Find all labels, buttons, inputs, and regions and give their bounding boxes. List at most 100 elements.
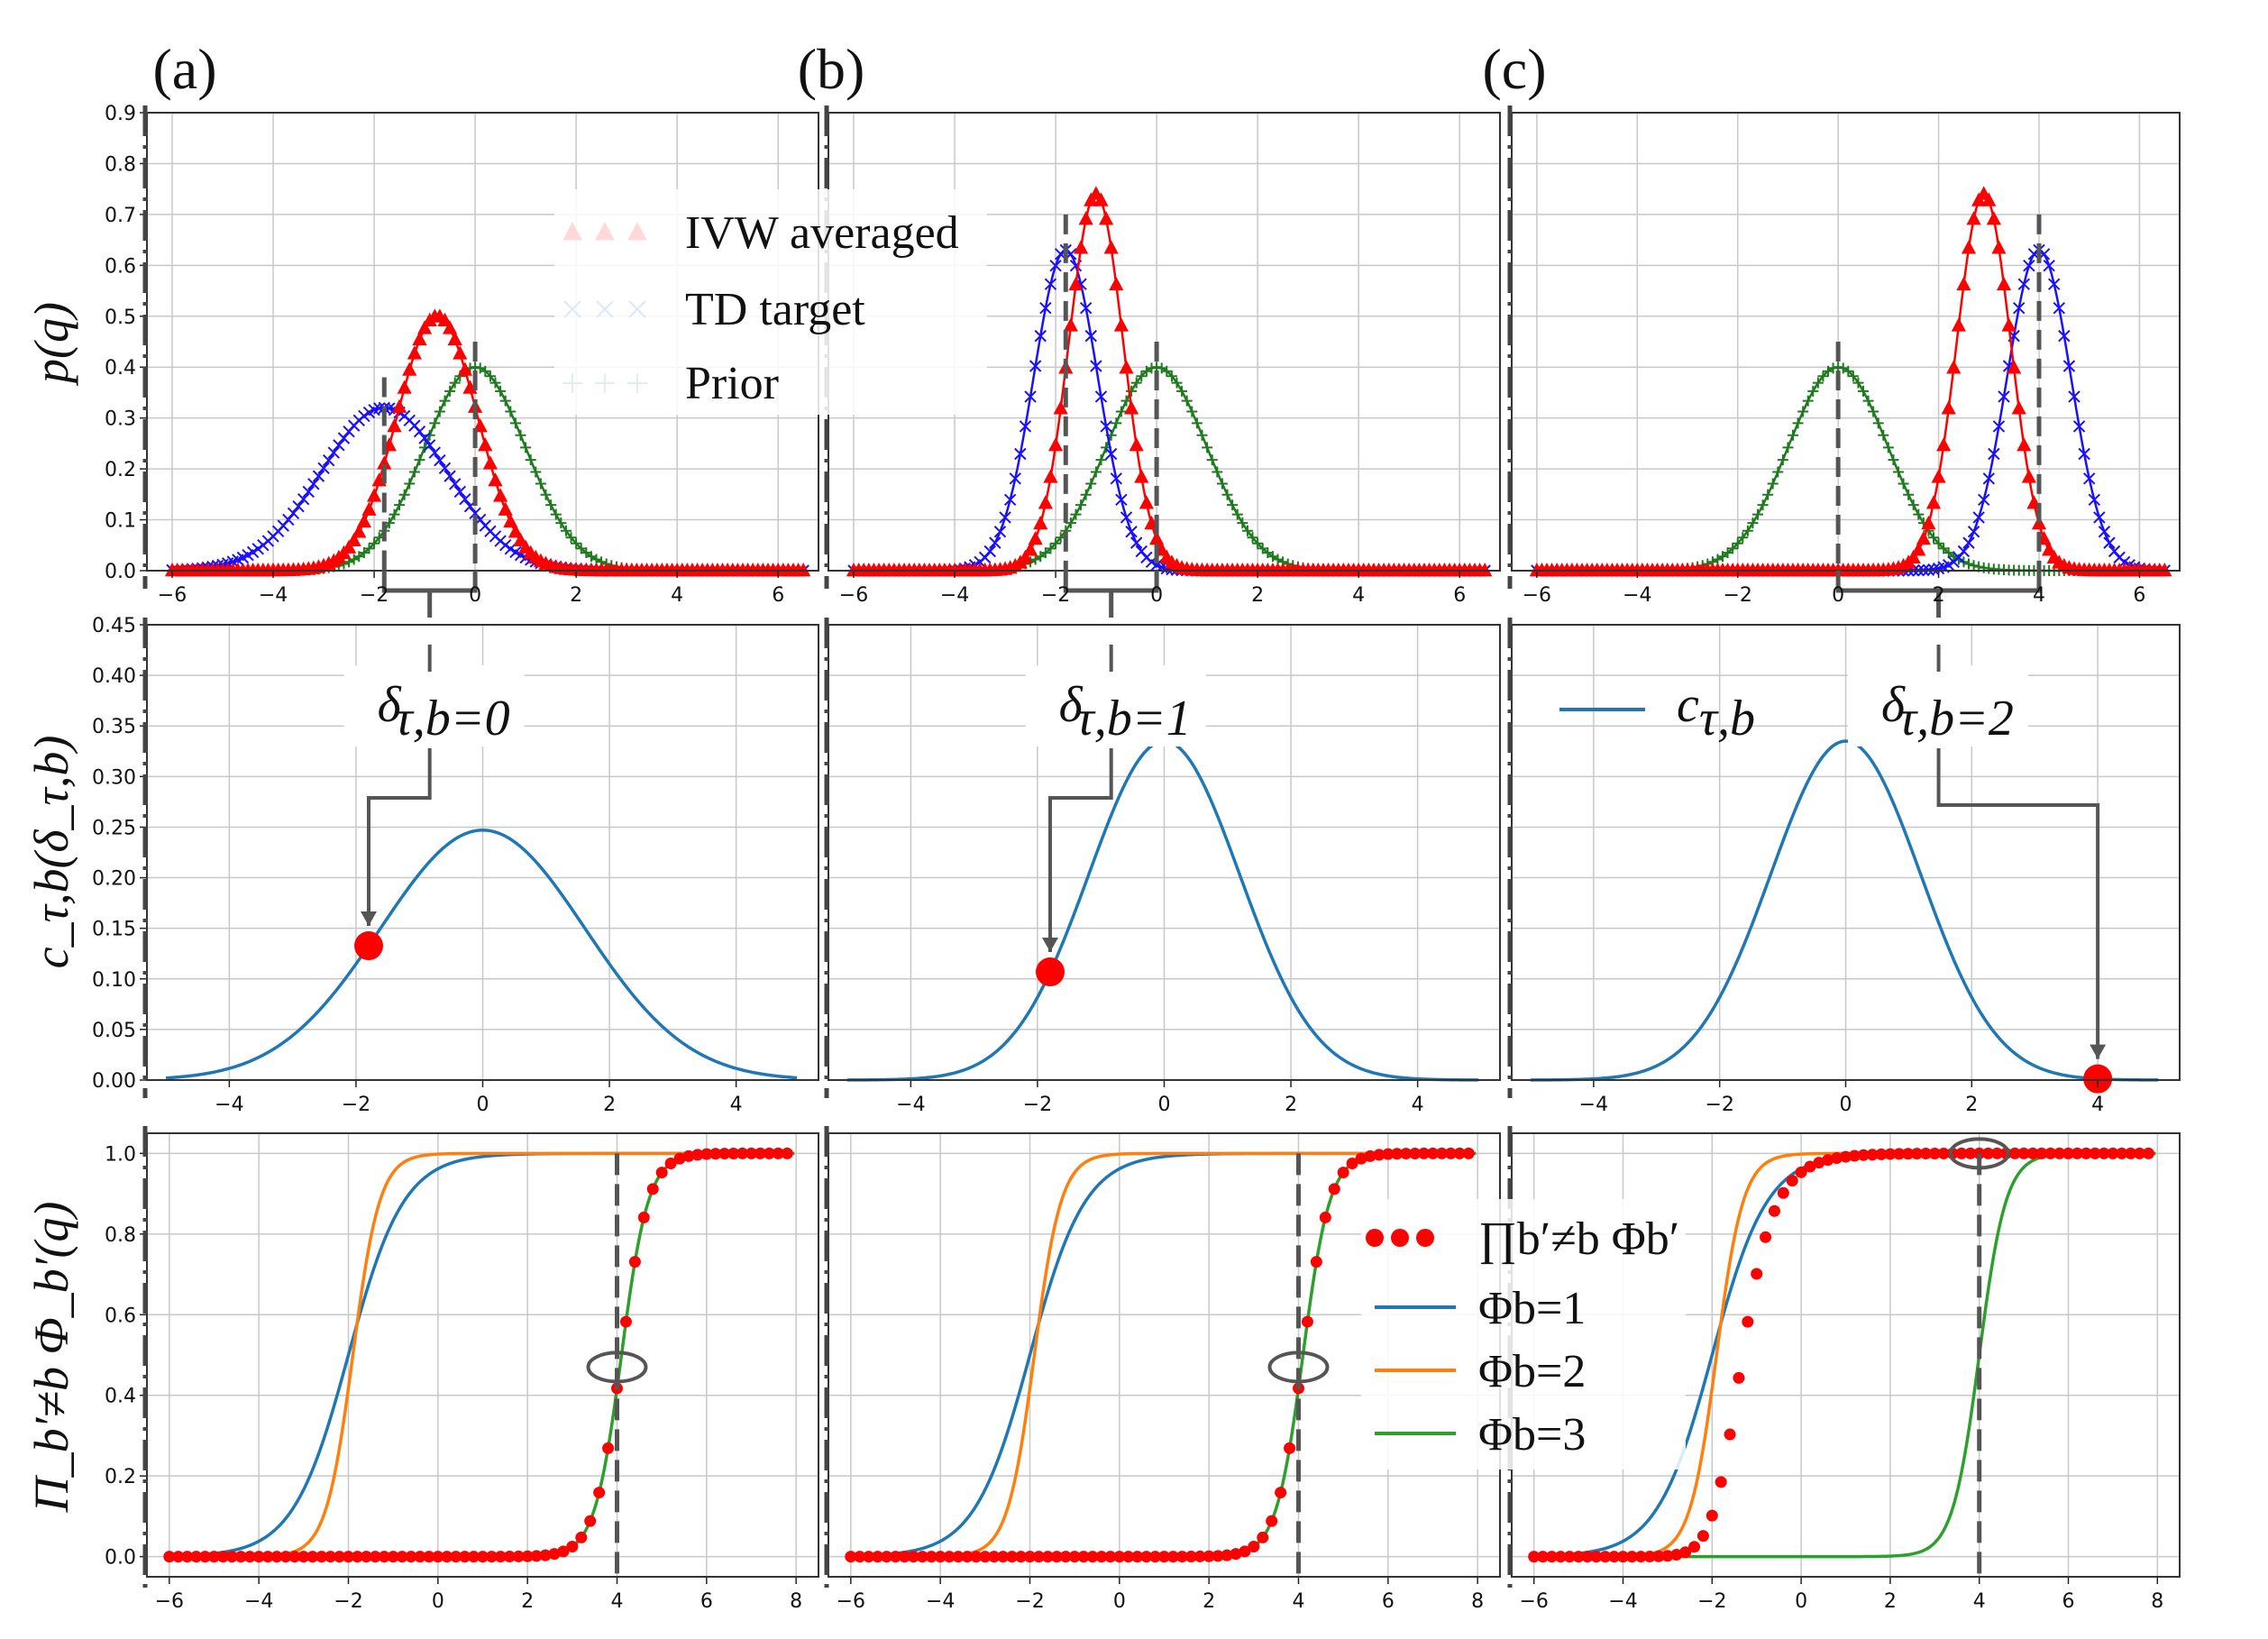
product-marker bbox=[1670, 1548, 1683, 1561]
triangle-marker bbox=[1966, 211, 1981, 225]
product-marker bbox=[2142, 1147, 2154, 1159]
x-tick-label: −4 bbox=[244, 1590, 273, 1613]
arrow-head bbox=[360, 911, 377, 927]
product-marker bbox=[872, 1551, 884, 1563]
y-tick-label: 0.1 bbox=[105, 510, 136, 533]
product-marker bbox=[225, 1551, 238, 1563]
axes-frame bbox=[146, 1132, 819, 1578]
x-marker bbox=[2017, 278, 2030, 290]
triangle-marker bbox=[1991, 240, 2007, 254]
x-tick-label: 4 bbox=[2033, 584, 2045, 607]
product-marker bbox=[477, 1551, 489, 1563]
product-marker bbox=[934, 1551, 947, 1563]
plus-marker bbox=[1893, 466, 1904, 478]
product-marker bbox=[602, 1442, 615, 1454]
x-marker bbox=[448, 478, 462, 490]
x-tick-label: 4 bbox=[730, 1094, 743, 1116]
panel-label: (b) bbox=[798, 37, 865, 101]
product-marker bbox=[1122, 1551, 1135, 1563]
triangle-marker bbox=[1477, 563, 1493, 577]
triangle-marker bbox=[2157, 563, 2172, 577]
product-marker bbox=[1590, 1551, 1603, 1563]
product-marker bbox=[736, 1147, 749, 1159]
x-tick-label: −2 bbox=[360, 584, 389, 607]
product-marker bbox=[1212, 1550, 1224, 1562]
product-marker bbox=[1608, 1551, 1621, 1563]
product-marker bbox=[1661, 1550, 1674, 1562]
ivw-averaged-curve bbox=[1536, 192, 2165, 572]
x-marker bbox=[282, 513, 295, 526]
product-marker bbox=[279, 1551, 292, 1563]
product-marker bbox=[243, 1551, 256, 1563]
product-marker bbox=[1310, 1256, 1322, 1268]
x-tick-label: 4 bbox=[671, 584, 683, 607]
triangle-marker bbox=[1961, 240, 1977, 254]
triangle-marker bbox=[1134, 469, 1149, 483]
plus-marker bbox=[424, 429, 435, 441]
x-marker bbox=[2083, 472, 2096, 485]
plus-marker bbox=[571, 537, 582, 549]
triangle-marker bbox=[488, 472, 503, 487]
y-tick-label: 0.9 bbox=[105, 103, 136, 125]
plus-marker bbox=[1732, 537, 1743, 549]
delta-label-bg bbox=[1848, 665, 2028, 746]
x-marker bbox=[333, 439, 345, 452]
product-marker bbox=[637, 1211, 650, 1223]
plus-marker bbox=[1772, 466, 1784, 478]
x-marker bbox=[2093, 511, 2106, 524]
product-marker bbox=[646, 1183, 659, 1195]
delta-arrow bbox=[366, 645, 432, 927]
product-marker bbox=[2134, 1147, 2146, 1159]
product-marker bbox=[1706, 1509, 1718, 1522]
product-marker bbox=[1104, 1551, 1117, 1563]
plus-marker bbox=[1111, 417, 1122, 429]
legend-label: c bbox=[1677, 677, 1699, 733]
product-marker bbox=[916, 1551, 928, 1563]
triangle-marker bbox=[346, 532, 361, 547]
plus-marker bbox=[1767, 478, 1779, 490]
plus-marker bbox=[369, 537, 380, 549]
x-tick-label: −2 bbox=[1723, 584, 1751, 607]
plus-marker bbox=[1090, 466, 1102, 478]
x-tick-label: 4 bbox=[1973, 1590, 1986, 1613]
y-axis-label: c_τ,b(δ_τ,b) bbox=[24, 736, 78, 969]
product-marker bbox=[1113, 1551, 1126, 1563]
plus-marker bbox=[1115, 406, 1127, 417]
x-tick-label: −4 bbox=[215, 1094, 243, 1116]
x-marker bbox=[989, 536, 1001, 549]
plus-marker bbox=[1171, 377, 1183, 389]
x-marker bbox=[1009, 472, 1021, 485]
triangle-marker bbox=[1986, 211, 2001, 225]
legend-label: Prior bbox=[685, 358, 779, 409]
x-tick-label: −6 bbox=[1523, 584, 1551, 607]
plus-marker bbox=[414, 454, 425, 466]
triangle-marker bbox=[387, 417, 402, 433]
product-marker bbox=[2062, 1147, 2074, 1159]
evaluation-circle bbox=[586, 1351, 648, 1384]
product-marker bbox=[297, 1551, 310, 1563]
plus-marker bbox=[1247, 532, 1258, 544]
triangle-marker bbox=[1139, 495, 1154, 509]
product-marker bbox=[1528, 1551, 1541, 1563]
x-marker bbox=[1084, 329, 1097, 343]
x-tick-label: 2 bbox=[570, 584, 582, 607]
triangle-marker bbox=[1047, 437, 1064, 452]
plus-marker bbox=[449, 377, 461, 389]
x-tick-label: −4 bbox=[896, 1094, 925, 1116]
triangle-marker bbox=[1053, 400, 1068, 415]
product-marker bbox=[468, 1551, 480, 1563]
delta-label-bg bbox=[1025, 665, 1206, 746]
plus-marker bbox=[398, 489, 410, 500]
triangle-marker bbox=[356, 513, 371, 528]
product-marker bbox=[943, 1551, 956, 1563]
plus-marker bbox=[1206, 454, 1218, 466]
product-marker bbox=[2098, 1147, 2110, 1159]
x-tick-label: 6 bbox=[772, 584, 784, 607]
product-marker bbox=[234, 1551, 247, 1563]
x-marker bbox=[1967, 526, 1980, 538]
td-target-curve bbox=[171, 407, 804, 572]
triangle-marker bbox=[416, 320, 433, 334]
triangle-marker bbox=[412, 331, 427, 345]
x-marker bbox=[423, 439, 436, 452]
x-marker bbox=[312, 470, 325, 482]
